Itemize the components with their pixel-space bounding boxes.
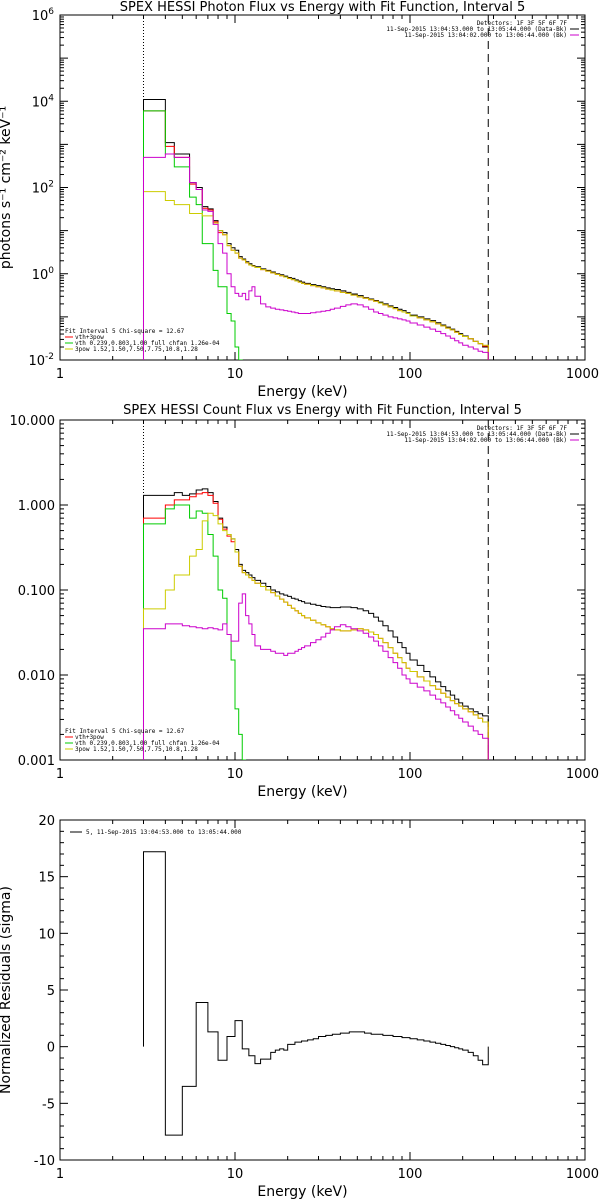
legend-bottom-left-text: 3pow 1.52,1.50,7.50,7.75,10.8,1.28 bbox=[75, 746, 198, 753]
x-tick-label: 10 bbox=[227, 367, 244, 382]
plot-frame bbox=[59, 419, 586, 761]
y-tick-label: -10 bbox=[34, 1154, 55, 1169]
legend-top-right-text: 11-Sep-2015 13:04:02.000 to 13:06:44.000… bbox=[404, 437, 567, 444]
x-tick-label: 1 bbox=[56, 367, 64, 382]
y-tick-label: 0 bbox=[47, 1041, 55, 1056]
x-tick-label: 100 bbox=[398, 367, 423, 382]
chart-2: 1 10 100 1000 0.001 0.010 0.100 1.000 10.000 SPEX… bbox=[10, 403, 600, 800]
y-axis-label: photons s⁻¹ cm⁻² keV⁻¹ bbox=[0, 106, 14, 269]
series-vth-3pow bbox=[142, 492, 489, 760]
y-tick-label: -5 bbox=[42, 1097, 55, 1112]
series-group bbox=[142, 488, 489, 760]
legend-bottom-left-text: 3pow 1.52,1.50,7.50,7.75,10.8,1.28 bbox=[75, 346, 198, 353]
series-3pow bbox=[142, 512, 489, 760]
legend-top-right-text: 11-Sep-2015 13:04:53.000 to 13:05:44.000… bbox=[386, 431, 567, 438]
y-tick-label: 10 bbox=[38, 927, 55, 942]
series-group bbox=[142, 851, 489, 1136]
x-tick-label: 1 bbox=[56, 1167, 64, 1182]
chart-title: SPEX HESSI Count Flux vs Energy with Fit… bbox=[123, 403, 522, 418]
y-tick-label: 0.010 bbox=[18, 669, 55, 684]
legend-top-right-text: Detectors: 1F 3F 5F 6F 7F bbox=[477, 425, 568, 432]
y-tick-label: 20 bbox=[38, 814, 55, 829]
chart-3: 1 10 100 1000 -10 -5 0 5 10 15 20 Energy (keV) Norma… bbox=[0, 814, 599, 1200]
legend-top-right-text: Detectors: 1F 3F 5F 6F 7F bbox=[477, 20, 568, 27]
series-data-bk bbox=[142, 488, 489, 760]
x-tick-label: 1000 bbox=[566, 367, 599, 382]
x-tick-label: 10 bbox=[227, 767, 244, 782]
y-tick-label: 10.000 bbox=[10, 414, 56, 429]
series-vth-3pow bbox=[142, 110, 489, 360]
legend-top-right-text: 11-Sep-2015 13:04:02.000 to 13:06:44.000… bbox=[404, 32, 567, 39]
y-tick-label: 0.001 bbox=[18, 754, 55, 769]
x-axis-label: Energy (keV) bbox=[257, 1184, 347, 1200]
x-tick-label: 100 bbox=[398, 767, 423, 782]
legend-bottom-left-text: Fit Interval 5 Chi-square = 12.67 bbox=[65, 728, 185, 735]
legend-bottom-left-text: vth 0.239,0.803,1.00 full chfan 1.26e-04 bbox=[75, 340, 220, 347]
y-tick-label: 15 bbox=[38, 871, 55, 886]
legend-bottom-left-text: vth 0.239,0.803,1.00 full chfan 1.26e-04 bbox=[75, 740, 220, 747]
y-tick-label: 106 bbox=[32, 7, 55, 24]
chart-title: SPEX HESSI Photon Flux vs Energy with Fi… bbox=[120, 0, 526, 15]
x-tick-label: 1000 bbox=[566, 767, 599, 782]
series-3pow bbox=[142, 191, 489, 360]
series-group bbox=[142, 98, 489, 360]
legend-top-right-text: 11-Sep-2015 13:04:53.000 to 13:05:44.000… bbox=[386, 26, 567, 33]
series-bk bbox=[142, 153, 489, 360]
y-tick-label: 0.100 bbox=[18, 584, 55, 599]
y-tick-label: 102 bbox=[32, 180, 54, 197]
plot-frame bbox=[59, 819, 586, 1161]
series-data-bk bbox=[142, 98, 489, 360]
x-tick-label: 100 bbox=[398, 1167, 423, 1182]
legend-bottom-left-text: Fit Interval 5 Chi-square = 12.67 bbox=[65, 328, 185, 335]
series-bk bbox=[142, 593, 489, 760]
legend-top-left-text: 5, 11-Sep-2015 13:04:53.000 to 13:05:44.… bbox=[86, 829, 242, 836]
x-tick-label: 1 bbox=[56, 767, 64, 782]
x-axis-label: Energy (keV) bbox=[257, 384, 347, 400]
y-tick-label: 100 bbox=[32, 266, 55, 283]
legend-bottom-left-text: vth+3pow bbox=[75, 334, 104, 341]
x-axis-label: Energy (keV) bbox=[257, 784, 347, 800]
series-vth bbox=[142, 504, 247, 760]
series-residuals bbox=[142, 851, 489, 1136]
plot-frame bbox=[59, 14, 586, 361]
x-tick-label: 10 bbox=[227, 1167, 244, 1182]
legend-bottom-left-text: vth+3pow bbox=[75, 734, 104, 741]
x-tick-label: 1000 bbox=[566, 1167, 599, 1182]
y-tick-label: 5 bbox=[47, 984, 55, 999]
y-tick-label: 10-2 bbox=[28, 352, 54, 369]
y-tick-label: 1.000 bbox=[18, 499, 55, 514]
y-tick-label: 104 bbox=[32, 93, 55, 110]
y-axis-label: Normalized Residuals (sigma) bbox=[0, 886, 14, 1094]
chart-1: 1 10 100 1000 10-2 100 102 104 106 SPEX HESSI Pho… bbox=[0, 0, 599, 400]
